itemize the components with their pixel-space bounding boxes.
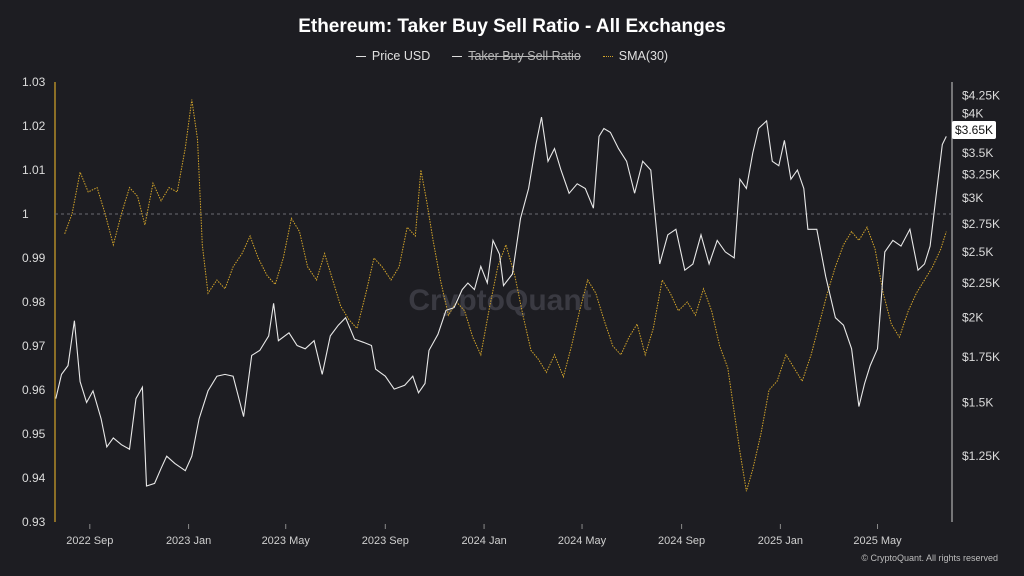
x-tick-label: 2024 Sep	[658, 535, 705, 547]
left-tick-label: 1	[22, 207, 29, 221]
current-price-badge: $3.65K	[952, 121, 997, 139]
left-tick-label: 0.96	[22, 383, 46, 397]
left-tick-label: 1.03	[22, 75, 46, 89]
x-tick-label: 2022 Sep	[66, 535, 113, 547]
x-tick-label: 2025 May	[853, 535, 902, 547]
right-tick-label: $3.25K	[962, 168, 1000, 182]
left-tick-label: 1.02	[22, 119, 46, 133]
right-tick-label: $1.5K	[962, 395, 993, 409]
series-line-sma	[64, 99, 947, 492]
right-tick-label: $3.5K	[962, 146, 993, 160]
right-tick-label: $2.5K	[962, 245, 993, 259]
left-tick-label: 0.99	[22, 251, 46, 265]
legend-swatch-sma	[602, 55, 613, 57]
legend-item-sma[interactable]: SMA(30)	[602, 49, 669, 63]
right-tick-label: $4.25K	[962, 89, 1000, 103]
watermark: CryptoQuant	[408, 284, 591, 317]
copyright-text: © CryptoQuant. All rights reserved	[861, 553, 998, 563]
left-tick-label: 0.95	[22, 427, 46, 441]
x-axis-ticks: 2022 Sep 2023 Jan 2023 May 2023 Sep 2024 Jan…	[66, 524, 902, 547]
right-tick-label: $2K	[962, 311, 983, 325]
x-tick-label: 2023 Sep	[362, 535, 409, 547]
chart-legend: Price USD Taker Buy Sell Ratio SMA(30)	[0, 49, 1024, 63]
left-tick-label: 0.97	[22, 339, 46, 353]
legend-swatch-taker-ratio	[452, 55, 463, 57]
right-tick-label: $4K	[962, 106, 983, 120]
x-tick-label: 2024 Jan	[461, 535, 506, 547]
left-tick-label: 1.01	[22, 163, 46, 177]
right-tick-label: $1.25K	[962, 449, 1000, 463]
right-tick-label: $2.75K	[962, 217, 1000, 231]
right-tick-label: $2.25K	[962, 276, 1000, 290]
left-axis-ticks: 1.03 1.02 1.01 1 0.99 0.98 0.97 0.96 0.95 0.94 0.9…	[22, 75, 46, 529]
legend-swatch-price	[355, 55, 366, 57]
x-tick-label: 2023 May	[262, 535, 311, 547]
left-tick-label: 0.94	[22, 471, 46, 485]
legend-label-sma: SMA(30)	[618, 49, 669, 63]
chart-title: Ethereum: Taker Buy Sell Ratio - All Exc…	[298, 16, 726, 37]
x-tick-label: 2023 Jan	[166, 535, 211, 547]
x-tick-label: 2024 May	[558, 535, 607, 547]
series-line-price	[55, 116, 947, 487]
legend-label-taker-ratio: Taker Buy Sell Ratio	[468, 49, 581, 63]
left-tick-label: 0.93	[22, 515, 46, 529]
x-tick-label: 2025 Jan	[758, 535, 803, 547]
legend-item-price[interactable]: Price USD	[355, 49, 431, 63]
right-tick-label: $3K	[962, 191, 983, 205]
legend-item-taker-ratio[interactable]: Taker Buy Sell Ratio	[452, 49, 581, 63]
right-axis-ticks: $4.25K $4K $3.5K $3.25K $3K $2.75K $2.5K $2.25K…	[962, 89, 1000, 464]
left-tick-label: 0.98	[22, 295, 46, 309]
right-tick-label: $1.75K	[962, 350, 1000, 364]
legend-label-price: Price USD	[371, 49, 431, 63]
